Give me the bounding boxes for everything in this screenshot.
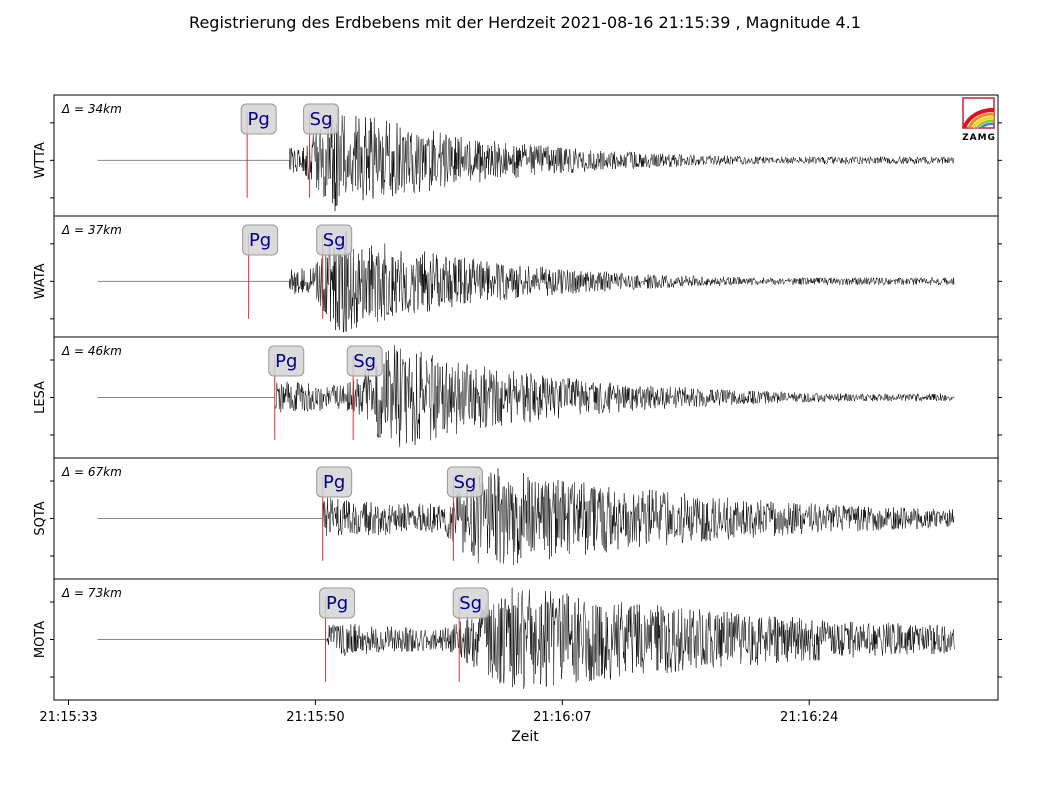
x-axis-label: Zeit	[511, 729, 539, 745]
waveform	[274, 344, 955, 448]
sg-pick-label: Sg	[453, 472, 476, 493]
x-tick-label: 21:15:50	[286, 710, 344, 725]
pg-pick-label: Pg	[275, 351, 297, 372]
pg-pick-box	[319, 587, 356, 619]
pg-pick-box	[240, 103, 277, 135]
sg-pick-label: Sg	[459, 593, 482, 614]
pg-pick-label: Pg	[326, 593, 348, 614]
zamg-logo: ZAMG	[962, 97, 996, 143]
waveform	[326, 587, 955, 689]
x-tick-label: 21:16:24	[780, 710, 838, 725]
pg-pick-label: Pg	[249, 230, 271, 251]
distance-label: Δ = 46km	[61, 344, 122, 358]
chart-title: Registrierung des Erdbebens mit der Herd…	[189, 13, 861, 32]
distance-label: Δ = 67km	[61, 465, 122, 479]
station-label: SQTA	[33, 501, 48, 535]
waveform	[322, 468, 955, 566]
logo-text: ZAMG	[962, 133, 996, 143]
sg-pick-box	[452, 587, 489, 619]
station-label: MOTA	[33, 621, 48, 658]
station-label: LESA	[33, 381, 48, 414]
logo-arc-orange	[967, 112, 995, 129]
logo-arc-red	[962, 107, 995, 129]
logo-arc-yellow	[971, 116, 995, 129]
x-axis: 21:15:33 21:15:50 21:16:07 21:16:24	[39, 700, 838, 725]
waveform	[289, 107, 955, 212]
distance-label: Δ = 73km	[61, 586, 122, 600]
pg-pick-box	[316, 466, 353, 498]
pg-pick-box	[242, 224, 279, 256]
station-panels: WTTA Δ = 34km Pg Sg WATA Δ = 37km Pg Sg LESA Δ = …	[33, 94, 1002, 701]
sg-pick-label: Sg	[323, 230, 346, 251]
distance-label: Δ = 34km	[61, 102, 122, 116]
panel-frame	[53, 94, 999, 217]
sg-pick-box	[303, 103, 340, 135]
logo-arc-blue	[980, 122, 995, 129]
station-panel-lesa: LESA Δ = 46km Pg Sg	[33, 336, 1002, 459]
sg-pick-label: Sg	[310, 109, 333, 130]
x-tick-label: 21:16:07	[533, 710, 591, 725]
pg-pick-label: Pg	[248, 109, 270, 130]
logo-arc-green	[975, 119, 995, 129]
sg-pick-box	[346, 345, 383, 377]
station-panel-sqta: SQTA Δ = 67km Pg Sg	[33, 457, 1002, 580]
station-panel-wtta: WTTA Δ = 34km Pg Sg	[33, 94, 1002, 217]
distance-label: Δ = 37km	[61, 223, 122, 237]
station-label: WTTA	[33, 142, 48, 178]
sg-pick-label: Sg	[353, 351, 376, 372]
sg-pick-box	[316, 224, 353, 256]
station-panel-wata: WATA Δ = 37km Pg Sg	[33, 215, 1002, 338]
station-panel-mota: MOTA Δ = 73km Pg Sg	[33, 578, 1002, 701]
sg-pick-box	[446, 466, 483, 498]
station-label: WATA	[33, 263, 48, 299]
pg-pick-label: Pg	[323, 472, 345, 493]
x-tick-label: 21:15:33	[39, 710, 97, 725]
pg-pick-box	[268, 345, 305, 377]
waveform	[289, 230, 955, 334]
